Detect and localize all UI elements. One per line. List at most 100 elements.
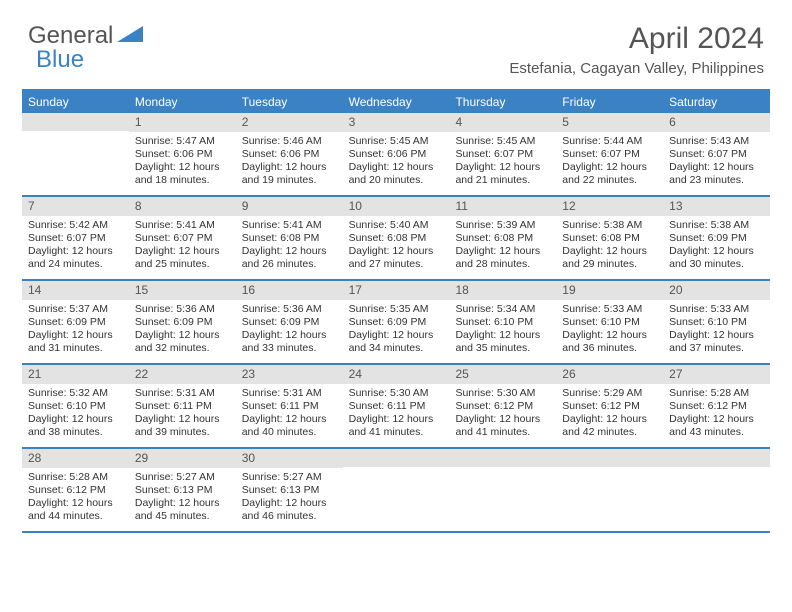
week-row: 21Sunrise: 5:32 AMSunset: 6:10 PMDayligh… bbox=[22, 365, 770, 449]
day-number: 22 bbox=[129, 365, 236, 384]
daylight-text: Daylight: 12 hours and 20 minutes. bbox=[349, 161, 444, 187]
day-body: Sunrise: 5:27 AMSunset: 6:13 PMDaylight:… bbox=[129, 468, 236, 528]
day-cell: 14Sunrise: 5:37 AMSunset: 6:09 PMDayligh… bbox=[22, 281, 129, 363]
day-cell: 22Sunrise: 5:31 AMSunset: 6:11 PMDayligh… bbox=[129, 365, 236, 447]
day-number: 6 bbox=[663, 113, 770, 132]
sunset-text: Sunset: 6:09 PM bbox=[28, 316, 123, 329]
daylight-text: Daylight: 12 hours and 45 minutes. bbox=[135, 497, 230, 523]
day-cell: 1Sunrise: 5:47 AMSunset: 6:06 PMDaylight… bbox=[129, 113, 236, 195]
sunrise-text: Sunrise: 5:37 AM bbox=[28, 303, 123, 316]
day-number bbox=[556, 449, 663, 467]
logo-triangle-icon bbox=[117, 24, 143, 49]
day-number: 27 bbox=[663, 365, 770, 384]
sunset-text: Sunset: 6:07 PM bbox=[562, 148, 657, 161]
day-number: 2 bbox=[236, 113, 343, 132]
daylight-text: Daylight: 12 hours and 32 minutes. bbox=[135, 329, 230, 355]
sunrise-text: Sunrise: 5:33 AM bbox=[669, 303, 764, 316]
dayhead-mon: Monday bbox=[129, 91, 236, 113]
day-number: 12 bbox=[556, 197, 663, 216]
day-cell bbox=[449, 449, 556, 531]
day-number bbox=[663, 449, 770, 467]
sunset-text: Sunset: 6:12 PM bbox=[669, 400, 764, 413]
day-number: 23 bbox=[236, 365, 343, 384]
daylight-text: Daylight: 12 hours and 41 minutes. bbox=[455, 413, 550, 439]
month-title: April 2024 bbox=[509, 22, 764, 56]
week-row: 28Sunrise: 5:28 AMSunset: 6:12 PMDayligh… bbox=[22, 449, 770, 533]
day-body: Sunrise: 5:45 AMSunset: 6:06 PMDaylight:… bbox=[343, 132, 450, 192]
sunrise-text: Sunrise: 5:34 AM bbox=[455, 303, 550, 316]
daylight-text: Daylight: 12 hours and 41 minutes. bbox=[349, 413, 444, 439]
location-text: Estefania, Cagayan Valley, Philippines bbox=[509, 60, 764, 77]
sunrise-text: Sunrise: 5:36 AM bbox=[242, 303, 337, 316]
day-body: Sunrise: 5:44 AMSunset: 6:07 PMDaylight:… bbox=[556, 132, 663, 192]
sunset-text: Sunset: 6:10 PM bbox=[455, 316, 550, 329]
sunrise-text: Sunrise: 5:30 AM bbox=[349, 387, 444, 400]
sunrise-text: Sunrise: 5:28 AM bbox=[669, 387, 764, 400]
daylight-text: Daylight: 12 hours and 46 minutes. bbox=[242, 497, 337, 523]
day-number: 10 bbox=[343, 197, 450, 216]
sunset-text: Sunset: 6:06 PM bbox=[349, 148, 444, 161]
daylight-text: Daylight: 12 hours and 42 minutes. bbox=[562, 413, 657, 439]
daylight-text: Daylight: 12 hours and 28 minutes. bbox=[455, 245, 550, 271]
calendar: Sunday Monday Tuesday Wednesday Thursday… bbox=[22, 89, 770, 533]
day-body: Sunrise: 5:27 AMSunset: 6:13 PMDaylight:… bbox=[236, 468, 343, 528]
day-number: 1 bbox=[129, 113, 236, 132]
title-block: April 2024 Estefania, Cagayan Valley, Ph… bbox=[509, 22, 764, 77]
day-number: 24 bbox=[343, 365, 450, 384]
week-row: 1Sunrise: 5:47 AMSunset: 6:06 PMDaylight… bbox=[22, 113, 770, 197]
dayhead-sat: Saturday bbox=[663, 91, 770, 113]
day-cell: 24 Sunrise: 5:30 AMSunset: 6:11 PMDayligh… bbox=[343, 365, 450, 447]
day-number: 5 bbox=[556, 113, 663, 132]
day-cell: 16Sunrise: 5:36 AMSunset: 6:09 PMDayligh… bbox=[236, 281, 343, 363]
day-body: Sunrise: 5:31 AMSunset: 6:11 PMDaylight:… bbox=[236, 384, 343, 444]
sunset-text: Sunset: 6:11 PM bbox=[349, 400, 444, 413]
daylight-text: Daylight: 12 hours and 36 minutes. bbox=[562, 329, 657, 355]
daylight-text: Daylight: 12 hours and 26 minutes. bbox=[242, 245, 337, 271]
day-body: Sunrise: 5:47 AMSunset: 6:06 PMDaylight:… bbox=[129, 132, 236, 192]
daylight-text: Daylight: 12 hours and 43 minutes. bbox=[669, 413, 764, 439]
daylight-text: Daylight: 12 hours and 25 minutes. bbox=[135, 245, 230, 271]
sunrise-text: Sunrise: 5:29 AM bbox=[562, 387, 657, 400]
sunset-text: Sunset: 6:11 PM bbox=[242, 400, 337, 413]
day-cell: 29Sunrise: 5:27 AMSunset: 6:13 PMDayligh… bbox=[129, 449, 236, 531]
sunrise-text: Sunrise: 5:47 AM bbox=[135, 135, 230, 148]
day-cell: 5Sunrise: 5:44 AMSunset: 6:07 PMDaylight… bbox=[556, 113, 663, 195]
dayhead-sun: Sunday bbox=[22, 91, 129, 113]
daylight-text: Daylight: 12 hours and 39 minutes. bbox=[135, 413, 230, 439]
week-row: 14Sunrise: 5:37 AMSunset: 6:09 PMDayligh… bbox=[22, 281, 770, 365]
day-cell bbox=[556, 449, 663, 531]
day-body: Sunrise: 5:36 AMSunset: 6:09 PMDaylight:… bbox=[129, 300, 236, 360]
day-number: 15 bbox=[129, 281, 236, 300]
day-number: 8 bbox=[129, 197, 236, 216]
sunrise-text: Sunrise: 5:27 AM bbox=[135, 471, 230, 484]
day-cell: 21Sunrise: 5:32 AMSunset: 6:10 PMDayligh… bbox=[22, 365, 129, 447]
sunrise-text: Sunrise: 5:42 AM bbox=[28, 219, 123, 232]
day-cell: 3Sunrise: 5:45 AMSunset: 6:06 PMDaylight… bbox=[343, 113, 450, 195]
day-cell: 11Sunrise: 5:39 AMSunset: 6:08 PMDayligh… bbox=[449, 197, 556, 279]
day-number bbox=[449, 449, 556, 467]
dayhead-tue: Tuesday bbox=[236, 91, 343, 113]
sunset-text: Sunset: 6:12 PM bbox=[28, 484, 123, 497]
sunset-text: Sunset: 6:07 PM bbox=[28, 232, 123, 245]
sunrise-text: Sunrise: 5:35 AM bbox=[349, 303, 444, 316]
sunrise-text: Sunrise: 5:31 AM bbox=[242, 387, 337, 400]
day-number: 19 bbox=[556, 281, 663, 300]
day-body: Sunrise: 5:36 AMSunset: 6:09 PMDaylight:… bbox=[236, 300, 343, 360]
sunrise-text: Sunrise: 5:41 AM bbox=[135, 219, 230, 232]
sunset-text: Sunset: 6:08 PM bbox=[455, 232, 550, 245]
sunset-text: Sunset: 6:10 PM bbox=[669, 316, 764, 329]
logo-text-part2: Blue bbox=[36, 46, 84, 74]
day-number: 13 bbox=[663, 197, 770, 216]
day-cell: 30Sunrise: 5:27 AMSunset: 6:13 PMDayligh… bbox=[236, 449, 343, 531]
day-number: 20 bbox=[663, 281, 770, 300]
sunset-text: Sunset: 6:09 PM bbox=[242, 316, 337, 329]
day-body: Sunrise: 5:37 AMSunset: 6:09 PMDaylight:… bbox=[22, 300, 129, 360]
day-cell: 20Sunrise: 5:33 AMSunset: 6:10 PMDayligh… bbox=[663, 281, 770, 363]
day-body: Sunrise: 5:39 AMSunset: 6:08 PMDaylight:… bbox=[449, 216, 556, 276]
day-cell: 6Sunrise: 5:43 AMSunset: 6:07 PMDaylight… bbox=[663, 113, 770, 195]
daylight-text: Daylight: 12 hours and 27 minutes. bbox=[349, 245, 444, 271]
week-row: 7Sunrise: 5:42 AMSunset: 6:07 PMDaylight… bbox=[22, 197, 770, 281]
day-body: Sunrise: 5:30 AMSunset: 6:12 PMDaylight:… bbox=[449, 384, 556, 444]
sunset-text: Sunset: 6:10 PM bbox=[562, 316, 657, 329]
sunset-text: Sunset: 6:09 PM bbox=[669, 232, 764, 245]
